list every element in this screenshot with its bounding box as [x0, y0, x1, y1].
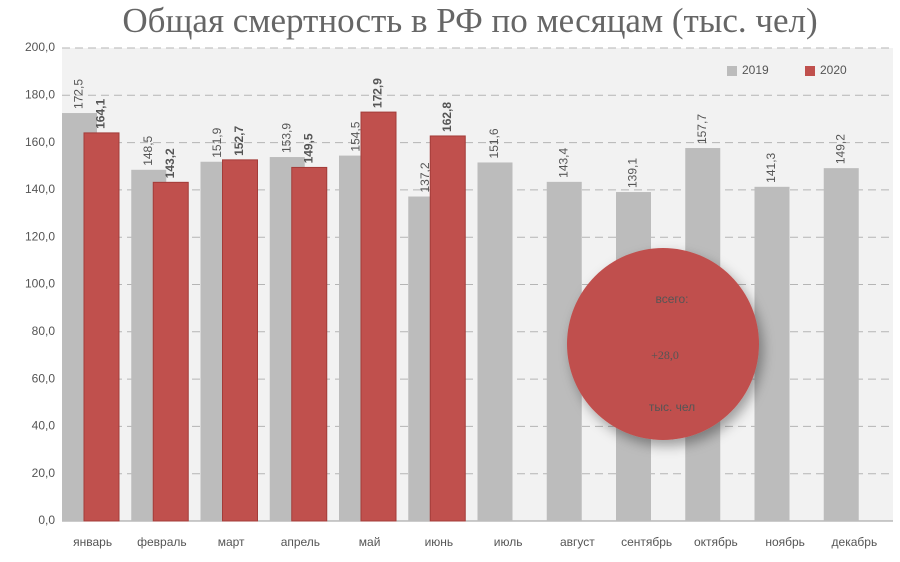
value-label: 153,9 — [279, 123, 293, 153]
bar — [477, 162, 513, 521]
x-tick-label: апрель — [281, 535, 320, 549]
x-tick-label: октябрь — [694, 535, 738, 549]
y-tick-label: 200,0 — [25, 40, 55, 54]
bar — [429, 135, 466, 522]
value-label: 154,5 — [349, 121, 363, 151]
legend-swatch — [727, 66, 737, 76]
bar — [823, 168, 859, 521]
value-label: 141,3 — [764, 152, 778, 182]
legend-label: 2019 — [742, 63, 769, 77]
x-tick-label: август — [560, 535, 595, 549]
bar — [754, 186, 790, 521]
x-tick-label: январь — [73, 535, 112, 549]
x-tick-label: июль — [494, 535, 523, 549]
value-label: 143,4 — [556, 148, 570, 178]
value-label: 139,1 — [626, 158, 640, 188]
chart-title: Общая смертность в РФ по месяцам (тыс. ч… — [122, 1, 817, 40]
bar — [152, 181, 189, 522]
value-label: 148,5 — [141, 135, 155, 165]
value-label: 151,6 — [487, 128, 501, 158]
value-label: 149,5 — [301, 133, 315, 163]
annotation-main: +28,0 — [651, 348, 679, 362]
bar — [83, 132, 120, 522]
bar — [291, 166, 328, 522]
annotation-top: всего: — [655, 292, 688, 306]
y-tick-label: 60,0 — [32, 371, 56, 385]
y-tick-label: 100,0 — [25, 277, 55, 291]
y-tick-label: 140,0 — [25, 182, 55, 196]
value-label: 162,8 — [440, 102, 454, 132]
x-tick-label: май — [359, 535, 381, 549]
y-tick-label: 120,0 — [25, 229, 55, 243]
y-tick-label: 40,0 — [32, 419, 56, 433]
value-label: 172,5 — [72, 79, 86, 109]
value-label: 152,7 — [232, 126, 246, 156]
x-tick-label: сентябрь — [621, 535, 672, 549]
y-tick-label: 180,0 — [25, 87, 55, 101]
value-label: 143,2 — [163, 148, 177, 178]
value-label: 151,9 — [210, 127, 224, 157]
legend-swatch — [805, 66, 815, 76]
x-tick-label: декабрь — [832, 535, 878, 549]
x-tick-label: ноябрь — [765, 535, 805, 549]
bar — [360, 111, 397, 522]
bar — [222, 159, 258, 522]
x-tick-label: март — [218, 535, 245, 549]
y-tick-label: 80,0 — [32, 324, 56, 338]
y-tick-label: 160,0 — [25, 135, 55, 149]
y-tick-label: 20,0 — [32, 466, 56, 480]
x-tick-label: февраль — [137, 535, 187, 549]
y-tick-label: 0,0 — [38, 513, 55, 527]
value-label: 172,9 — [371, 78, 385, 108]
annotation-circle — [567, 248, 759, 440]
annotation-bottom: тыс. чел — [649, 400, 695, 414]
value-label: 137,2 — [418, 162, 432, 192]
x-tick-label: июнь — [425, 535, 454, 549]
value-label: 149,2 — [833, 134, 847, 164]
legend-label: 2020 — [820, 63, 847, 77]
value-label: 157,7 — [695, 114, 709, 144]
value-label: 164,1 — [94, 99, 108, 129]
